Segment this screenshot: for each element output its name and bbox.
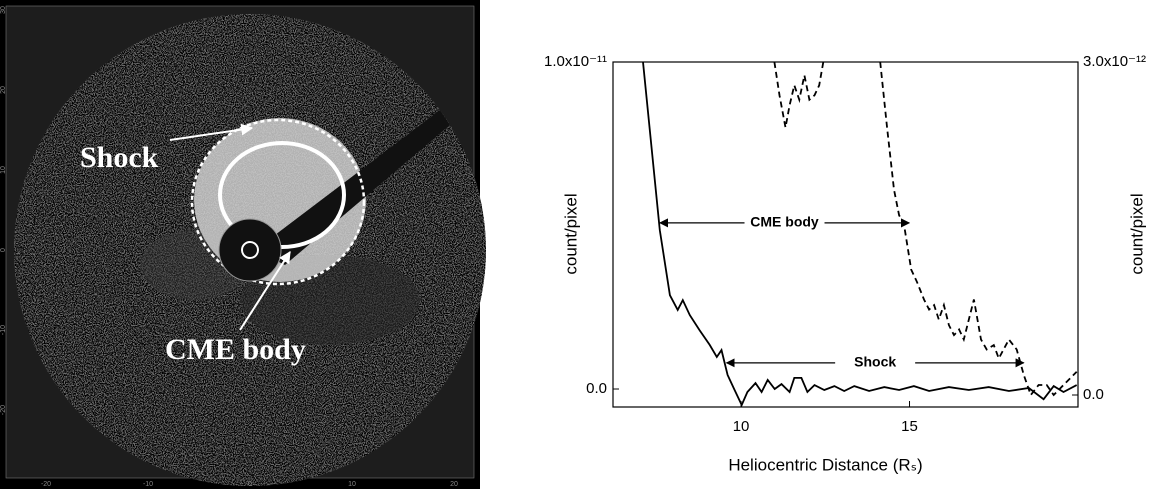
y2-tick-label: 3.0x10⁻¹² — [1083, 53, 1146, 70]
x-axis-title: Heliocentric Distance (Rₛ) — [728, 455, 922, 474]
image-x-tick-label: 0 — [248, 481, 252, 488]
image-y-tick-label: -20 — [0, 405, 7, 415]
x-tick-label: 15 — [901, 418, 918, 435]
span-label: Shock — [854, 354, 896, 370]
image-x-tick-label: -20 — [41, 481, 51, 488]
occulter — [219, 219, 281, 281]
y-tick-label: 0.0 — [586, 380, 607, 397]
y2-tick-label: 0.0 — [1083, 386, 1104, 403]
span-label: CME body — [750, 214, 819, 230]
image-x-tick-label: 20 — [450, 481, 458, 488]
image-y-tick-label: 30 — [0, 6, 7, 14]
shock-label: Shock — [80, 141, 159, 174]
image-y-tick-label: -10 — [0, 325, 7, 335]
cme-label: CME body — [165, 333, 306, 366]
image-y-tick-label: 10 — [0, 166, 7, 174]
y-tick-label: 1.0x10⁻¹¹ — [544, 53, 607, 70]
figure: Shock CME body -20-10010203020100-10-20 … — [0, 0, 1165, 489]
image-x-tick-label: 10 — [348, 481, 356, 488]
y-axis-title: count/pixel — [561, 193, 580, 274]
image-y-tick-label: 20 — [0, 86, 7, 94]
image-y-tick-label: 0 — [0, 248, 7, 252]
image-x-tick-label: -10 — [143, 481, 153, 488]
x-tick-label: 10 — [733, 418, 750, 435]
coronagraph-image: Shock CME body -20 -10 0 10 20 30 20 10 0 -10 -20 — [0, 0, 490, 489]
y2-axis-title: count/pixel — [1127, 193, 1146, 274]
